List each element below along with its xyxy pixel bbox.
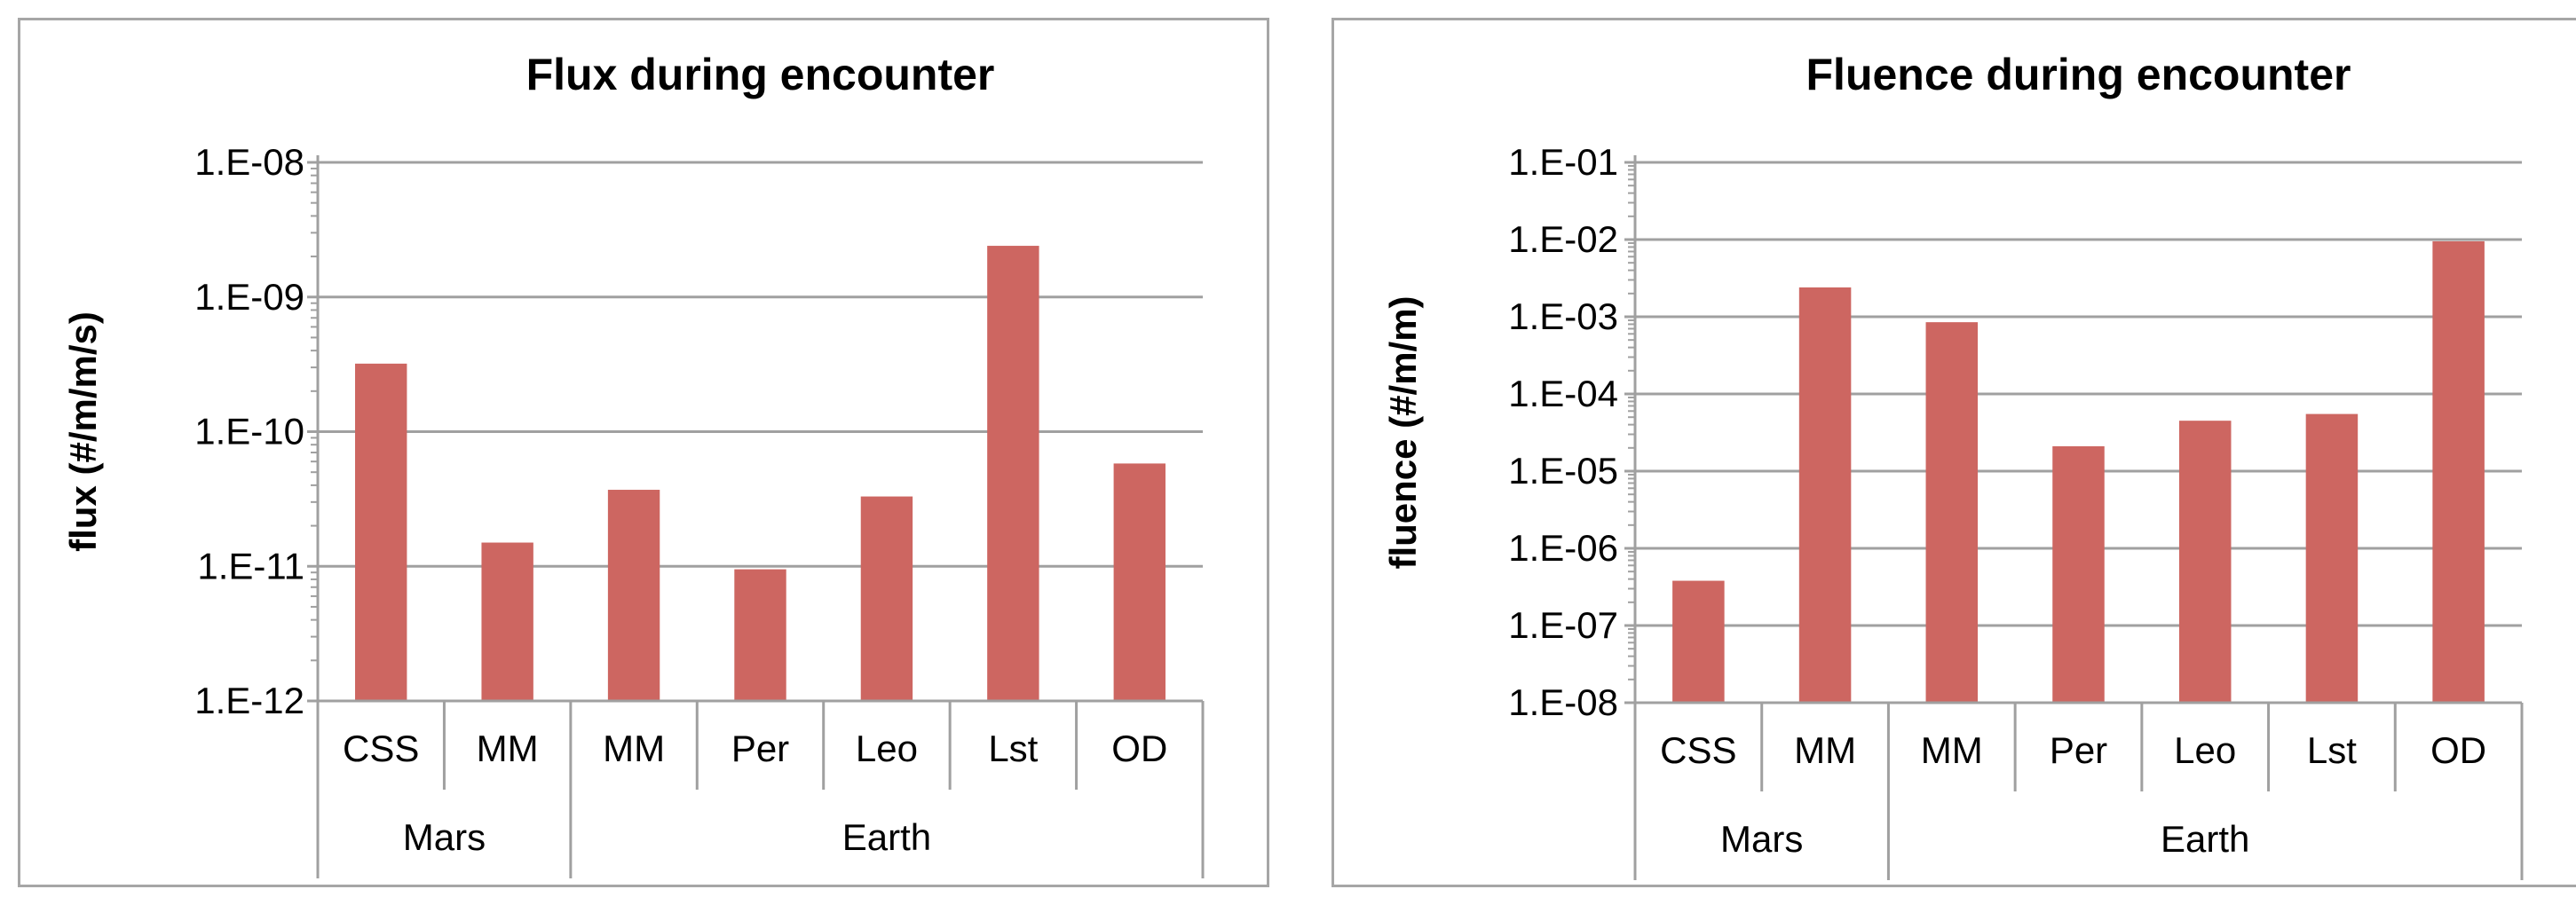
y-tick-label: 1.E-05	[1508, 450, 1618, 492]
x-tick-label: OD	[1111, 728, 1167, 769]
x-tick-label: Lst	[988, 728, 1038, 769]
y-tick-label: 1.E-11	[197, 545, 304, 586]
x-tick-label: Leo	[856, 728, 918, 769]
bar-mm	[607, 490, 660, 701]
bar-mm	[481, 542, 533, 701]
y-tick-label: 1.E-08	[1508, 681, 1618, 723]
group-label-mars: Mars	[403, 816, 486, 858]
x-tick-label: MM	[1794, 729, 1856, 771]
fluence-chart: Fluence during encounter fluence (#/m/m) 1…	[1382, 50, 2524, 880]
chart-title: Flux during encounter	[526, 50, 995, 99]
y-tick-label: 1.E-01	[1508, 141, 1618, 183]
flux-chart: Flux during encounter flux (#/m/m/s) 1.E-1…	[62, 50, 1205, 878]
group-label-earth: Earth	[2161, 818, 2249, 860]
x-tick-label: Leo	[2174, 729, 2236, 771]
bar-od	[2432, 240, 2485, 703]
bar-per	[2052, 445, 2105, 703]
bar-css	[1672, 580, 1725, 703]
y-axis-label: flux (#/m/m/s)	[62, 311, 104, 552]
y-tick-label: 1.E-02	[1508, 218, 1618, 260]
bar-lst	[2305, 413, 2359, 703]
bar-css	[355, 363, 407, 701]
group-label-mars: Mars	[1720, 818, 1803, 860]
bar-od	[1113, 463, 1166, 701]
y-tick-label: 1.E-07	[1508, 604, 1618, 646]
bar-leo	[860, 496, 913, 701]
y-tick-label: 1.E-08	[194, 141, 304, 183]
x-tick-label: MM	[477, 728, 539, 769]
y-tick-label: 1.E-09	[194, 276, 304, 318]
x-tick-label: MM	[603, 728, 665, 769]
y-axis-label: fluence (#/m/m)	[1382, 295, 1424, 569]
y-tick-label: 1.E-04	[1508, 373, 1618, 414]
y-tick-label: 1.E-10	[194, 411, 304, 452]
group-label-earth: Earth	[842, 816, 931, 858]
y-tick-label: 1.E-12	[194, 680, 304, 721]
fluence-chart-panel: Fluence during encounter fluence (#/m/m) 1…	[1331, 18, 2576, 887]
bar-mm	[1925, 322, 1979, 703]
x-tick-label: OD	[2430, 729, 2486, 771]
x-tick-label: Lst	[2307, 729, 2357, 771]
bar-per	[734, 569, 786, 701]
y-tick-label: 1.E-03	[1508, 295, 1618, 337]
bar-leo	[2178, 421, 2232, 703]
x-tick-label: Per	[731, 728, 789, 769]
bar-mm	[1798, 287, 1852, 703]
x-tick-label: CSS	[343, 728, 419, 769]
flux-chart-panel: Flux during encounter flux (#/m/m/s) 1.E-1…	[18, 18, 1269, 887]
x-tick-label: Per	[2050, 729, 2107, 771]
chart-title: Fluence during encounter	[1806, 50, 2351, 99]
x-tick-label: MM	[1921, 729, 1983, 771]
x-tick-label: CSS	[1660, 729, 1736, 771]
y-tick-label: 1.E-06	[1508, 527, 1618, 569]
bar-lst	[987, 246, 1039, 701]
